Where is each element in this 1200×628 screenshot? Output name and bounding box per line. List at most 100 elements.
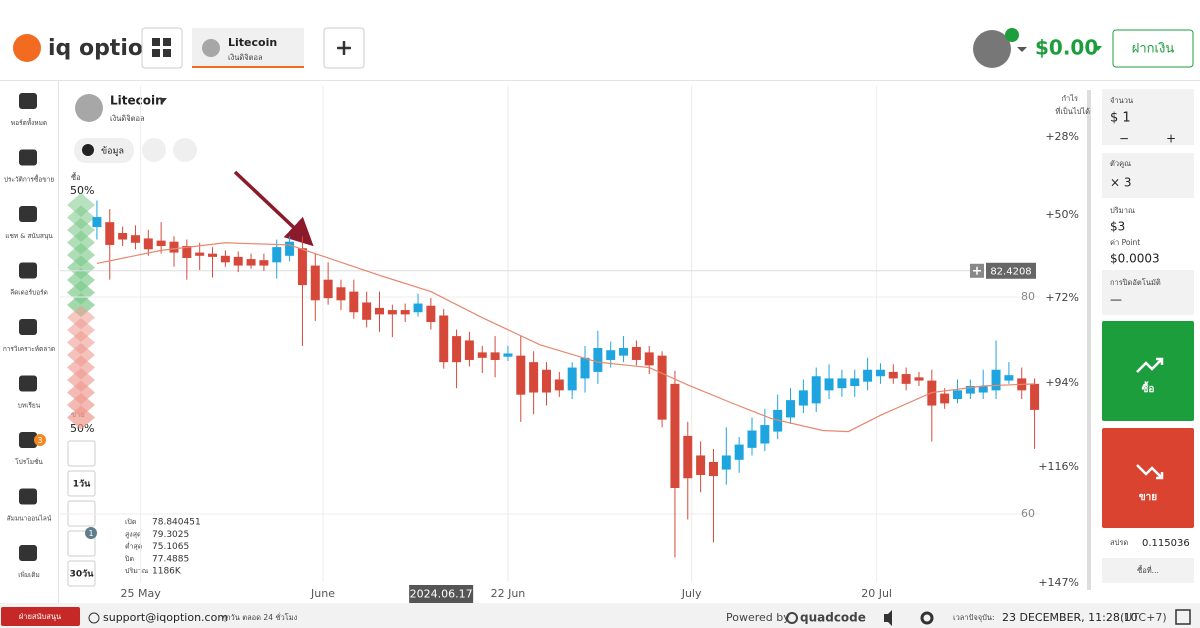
multiplier: × 3	[1110, 176, 1132, 190]
candle-body	[760, 425, 770, 444]
candle-body	[130, 235, 140, 243]
draw-button[interactable]	[67, 500, 96, 527]
sidebar-icon[interactable]	[19, 206, 37, 222]
candle-body	[798, 390, 808, 406]
autoclose-box[interactable]	[1102, 270, 1194, 315]
time: 23 DECEMBER, 11:28:10	[1002, 611, 1138, 624]
deposit-button[interactable]	[1112, 29, 1194, 68]
candle-body	[773, 409, 783, 432]
candle-body	[233, 256, 243, 266]
favorite-button[interactable]	[173, 138, 197, 162]
sentiment-diamond	[67, 318, 95, 342]
help-icon	[88, 612, 100, 624]
candle-body	[850, 378, 860, 387]
candle-body	[503, 353, 513, 357]
sentiment-diamond	[67, 205, 95, 230]
ohlc-value: 1186K	[152, 567, 182, 577]
candle-body	[310, 265, 320, 301]
sentiment-diamond	[67, 343, 95, 367]
buy-at-button[interactable]	[1102, 558, 1194, 583]
brand-icon	[786, 612, 798, 624]
sidebar-icon[interactable]	[19, 149, 37, 166]
promo-badge	[34, 434, 46, 446]
sentiment-diamond	[67, 405, 95, 430]
buy-pct: 50%	[70, 184, 94, 197]
point: $0.0003	[1110, 252, 1160, 266]
candle-body	[670, 383, 680, 489]
asset-name[interactable]: Litecoin	[110, 94, 164, 108]
candle-body	[220, 255, 230, 263]
sidebar-icon[interactable]	[19, 93, 37, 109]
sentiment-diamond	[67, 268, 95, 292]
timeframe-label: 1วัน	[73, 479, 91, 490]
ohlc-value: 79.3025	[152, 530, 189, 540]
price-label: 82.4208	[990, 266, 1031, 277]
candle-body	[490, 352, 500, 360]
support-hours: ทุกวัน ตลอด 24 ชั่วโมง	[221, 612, 298, 622]
sentiment-diamond	[67, 193, 95, 217]
tab-subtitle: เงินดิจิตอล	[228, 53, 263, 62]
candle-body	[554, 379, 564, 391]
plus-button[interactable]: +	[1166, 132, 1176, 146]
ohlc-value: 77.4885	[152, 554, 189, 564]
balance[interactable]: $0.00	[1035, 36, 1098, 60]
candle-body	[285, 241, 295, 256]
candle-body	[541, 369, 551, 393]
timezone: (UTC+7)	[1120, 611, 1167, 624]
timeframe-button[interactable]	[67, 470, 96, 497]
candle-body	[182, 246, 192, 258]
moving-average	[96, 242, 1035, 433]
profit-label: +72%	[1045, 291, 1079, 304]
sidebar-label: แชท & สนับสนุน	[5, 232, 53, 240]
promo-badge-count: 3	[37, 436, 42, 445]
candle-body	[953, 390, 963, 400]
settings-icon[interactable]	[920, 611, 934, 625]
candle-body	[580, 357, 590, 379]
sidebar-label: พอร์ตทั้งหมด	[11, 118, 47, 127]
candle-body	[156, 240, 166, 247]
range-label: 30วัน	[70, 569, 95, 580]
chart: 60 80 25 May June 22 Jun July 20 Jul 2024.06.17…	[60, 86, 1040, 603]
grid-button[interactable]	[141, 27, 183, 69]
candle-body	[387, 310, 397, 315]
amount-box[interactable]	[1102, 89, 1194, 145]
chart-type-button[interactable]	[67, 440, 96, 467]
multiplier-box[interactable]	[1102, 153, 1194, 198]
plus-icon	[973, 266, 981, 275]
ohlc-label: เปิด	[125, 518, 136, 526]
candle-body	[1030, 383, 1040, 410]
sidebar-icon[interactable]	[19, 488, 37, 505]
scrollbar	[1087, 90, 1091, 590]
sidebar-icon[interactable]	[19, 432, 37, 448]
sidebar-icon[interactable]	[19, 375, 37, 392]
sentiment-diamond	[67, 243, 95, 267]
time-label: เวลาปัจจุบัน:	[953, 613, 995, 622]
sidebar-icon[interactable]	[19, 545, 37, 561]
plus-icon	[337, 41, 351, 55]
sell-button[interactable]	[1102, 428, 1194, 528]
range-button[interactable]	[67, 560, 96, 587]
amount: $ 1	[1110, 111, 1131, 126]
sentiment-diamond	[67, 230, 95, 255]
sidebar-icon[interactable]	[19, 262, 37, 279]
alert-button[interactable]	[142, 138, 166, 162]
support-button[interactable]	[1, 607, 80, 626]
candle-body	[875, 369, 885, 377]
minus-button[interactable]: −	[1119, 132, 1129, 146]
sentiment-diamond	[67, 218, 95, 242]
candle-body	[991, 369, 1001, 391]
sidebar-icon[interactable]	[19, 319, 37, 335]
buy-at-label[interactable]: ซื้อที่...	[1137, 565, 1159, 575]
sentiment-diamond	[67, 368, 95, 392]
support-email[interactable]: support@iqoption.com	[103, 611, 228, 624]
deposit-label: ฝากเงิน	[1132, 42, 1175, 57]
sentiment-diamond	[67, 355, 95, 380]
avatar[interactable]	[973, 30, 1011, 68]
fullscreen-icon[interactable]	[1175, 609, 1191, 625]
candle-body	[837, 378, 847, 389]
ohlc-label: ปริมาณ	[125, 567, 149, 575]
buy-button[interactable]	[1102, 321, 1194, 421]
mute-icon[interactable]	[884, 610, 892, 626]
support-label: ฝ่ายสนับสนุน	[19, 612, 61, 621]
